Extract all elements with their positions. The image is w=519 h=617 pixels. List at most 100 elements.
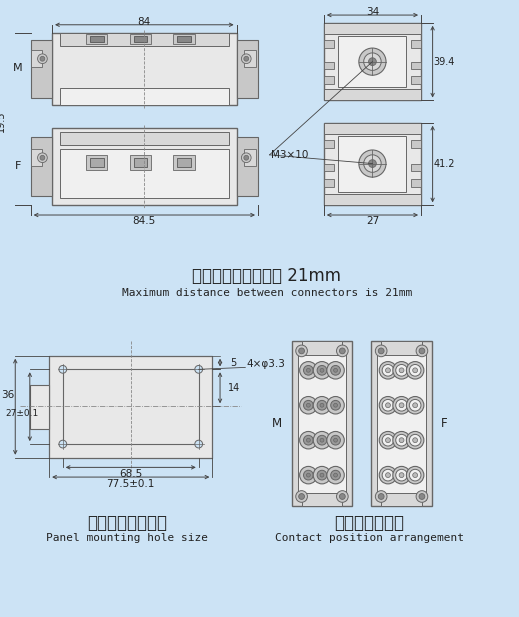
Bar <box>52 128 237 205</box>
Circle shape <box>364 53 381 70</box>
Circle shape <box>368 160 376 167</box>
Bar <box>381 492 422 506</box>
Circle shape <box>382 470 394 481</box>
Text: M: M <box>272 417 282 430</box>
Bar <box>30 385 49 429</box>
Circle shape <box>327 431 344 449</box>
Circle shape <box>406 466 424 484</box>
Bar <box>324 23 421 35</box>
Circle shape <box>296 345 307 357</box>
Circle shape <box>406 431 424 449</box>
Circle shape <box>313 431 331 449</box>
Circle shape <box>306 438 310 442</box>
Circle shape <box>306 404 310 407</box>
Circle shape <box>406 362 424 379</box>
Circle shape <box>299 431 317 449</box>
Bar <box>237 138 258 196</box>
Circle shape <box>331 470 340 480</box>
Circle shape <box>375 345 387 357</box>
Circle shape <box>399 368 404 373</box>
Circle shape <box>195 440 202 448</box>
Bar <box>31 149 43 167</box>
Bar <box>411 62 421 70</box>
Circle shape <box>334 368 337 372</box>
Circle shape <box>393 466 411 484</box>
Bar <box>244 50 256 67</box>
Bar <box>338 136 406 192</box>
Circle shape <box>395 365 407 376</box>
Circle shape <box>299 466 317 484</box>
Circle shape <box>336 345 348 357</box>
Circle shape <box>393 397 411 414</box>
Circle shape <box>378 494 384 499</box>
Bar <box>372 341 432 506</box>
Circle shape <box>382 434 394 446</box>
Circle shape <box>359 48 386 75</box>
Bar <box>60 149 229 197</box>
Circle shape <box>409 434 421 446</box>
Circle shape <box>244 56 249 61</box>
Circle shape <box>304 436 313 445</box>
Circle shape <box>304 470 313 480</box>
Bar <box>31 138 52 196</box>
Text: 34: 34 <box>366 7 379 17</box>
Circle shape <box>409 399 421 411</box>
Circle shape <box>334 473 337 477</box>
Text: 39.4: 39.4 <box>433 57 455 67</box>
Text: 84: 84 <box>138 17 151 27</box>
Bar <box>324 123 421 135</box>
Circle shape <box>393 362 411 379</box>
Bar <box>411 140 421 148</box>
Circle shape <box>419 348 425 354</box>
Text: 14: 14 <box>227 383 240 393</box>
Circle shape <box>379 362 397 379</box>
Bar <box>130 155 151 170</box>
Circle shape <box>413 368 418 373</box>
Circle shape <box>327 362 344 379</box>
Bar <box>86 155 107 170</box>
Bar <box>411 40 421 48</box>
Text: 41.2: 41.2 <box>433 159 455 168</box>
Bar <box>377 347 426 500</box>
Bar <box>338 36 406 87</box>
Circle shape <box>317 365 327 375</box>
Text: 接插体之间最大距离 21mm: 接插体之间最大距离 21mm <box>192 267 341 285</box>
Text: 27: 27 <box>366 216 379 226</box>
Bar <box>31 40 52 97</box>
Bar <box>86 35 107 44</box>
Text: 36: 36 <box>1 389 14 400</box>
Circle shape <box>379 431 397 449</box>
Circle shape <box>364 155 381 172</box>
Circle shape <box>359 150 386 177</box>
Bar <box>324 89 421 101</box>
Circle shape <box>382 399 394 411</box>
Bar <box>324 77 334 84</box>
Circle shape <box>399 403 404 408</box>
Circle shape <box>313 362 331 379</box>
Circle shape <box>409 365 421 376</box>
Bar <box>324 62 334 70</box>
Bar <box>411 77 421 84</box>
Bar <box>173 35 195 44</box>
Circle shape <box>368 58 376 65</box>
Bar <box>60 131 229 145</box>
Circle shape <box>299 362 317 379</box>
Bar <box>177 36 191 42</box>
Bar <box>49 356 212 458</box>
Circle shape <box>378 348 384 354</box>
Circle shape <box>37 153 47 163</box>
Circle shape <box>413 473 418 478</box>
Circle shape <box>395 399 407 411</box>
Circle shape <box>382 365 394 376</box>
Circle shape <box>375 491 387 502</box>
Bar <box>298 347 346 500</box>
Circle shape <box>416 345 428 357</box>
Circle shape <box>386 403 390 408</box>
Bar <box>324 164 334 172</box>
Circle shape <box>195 365 202 373</box>
Bar <box>302 341 343 355</box>
Circle shape <box>241 54 251 64</box>
Circle shape <box>386 368 390 373</box>
Circle shape <box>298 348 305 354</box>
Bar <box>90 158 104 167</box>
